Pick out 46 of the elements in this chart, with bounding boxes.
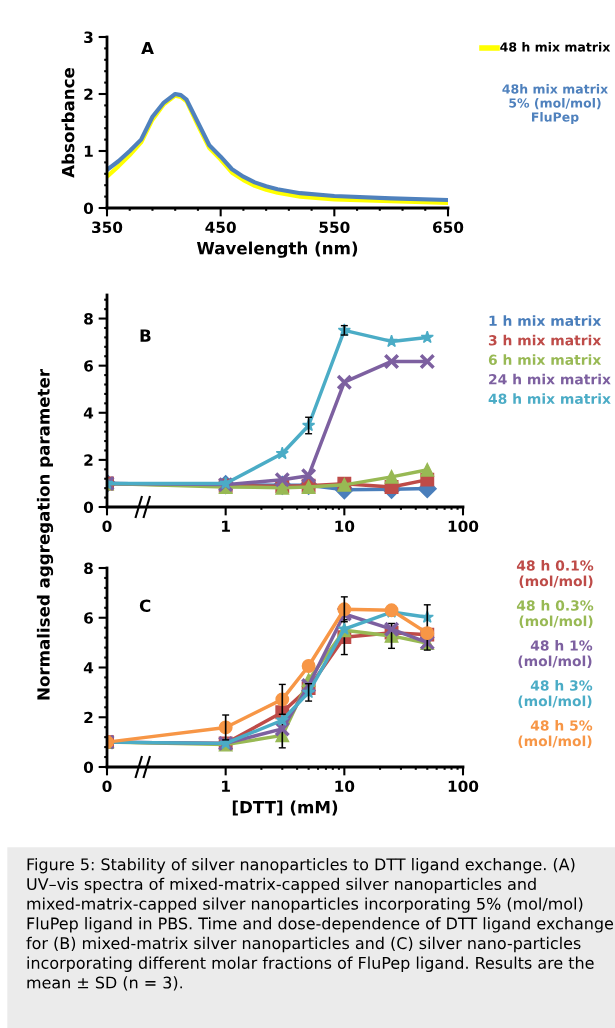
y-axis-title: Absorbance xyxy=(61,67,75,178)
text: 1 h mix matrix xyxy=(489,315,602,327)
text: 48 h 5% (mol/mol) xyxy=(518,720,593,748)
y-axis-title: Normalised aggregation parameter xyxy=(36,369,54,700)
y-tick-label: 6 xyxy=(84,612,93,624)
x-tick-label: 10 xyxy=(335,520,355,533)
x-tick-label: 100 xyxy=(448,780,479,793)
x-tick-label: 450 xyxy=(205,221,236,234)
x-tick-label: 0 xyxy=(102,520,112,533)
text: 3 h mix matrix xyxy=(488,334,602,346)
text: 48 h 1% (mol/mol) xyxy=(518,640,593,668)
x-tick-label: 10 xyxy=(335,780,355,793)
y-tick-label: 4 xyxy=(83,407,94,419)
caption: Figure 5: Stability of silver nanoparticles to DTT ligand exchange. (A) UV–vis spectra of mixed-matrix-capped silver nanoparticles and mixed-matrix-capped silver nanoparticles incorporating 5% (mol/mol) FluPep ligand in PBS. Time and dose-dependence of DTT ligand exchange for (B) mixed-matrix silver nanoparticles and (C) silver nano-particles incorporating different molar fractions of FluPep ligand. Results are the mean ± SD (n = 3). xyxy=(26,858,614,991)
text: 48h mix matrix 5% (mol/mol) FluPep xyxy=(502,84,608,125)
x-tick-label: 550 xyxy=(319,221,350,234)
x-tick-label: 650 xyxy=(433,221,464,234)
x-tick-label: 350 xyxy=(92,221,123,234)
x-tick-label: 0 xyxy=(102,780,112,793)
y-tick-label: 3 xyxy=(84,31,93,44)
y-tick-label: 1 xyxy=(84,145,93,157)
text: 48 h 0.1% (mol/mol) xyxy=(516,560,594,588)
x-tick-label: 1 xyxy=(222,520,230,532)
x-axis-title: Wavelength (nm) xyxy=(196,241,358,258)
legend-label: 48 h mix matrix xyxy=(500,42,611,52)
y-tick-label: 4 xyxy=(83,662,94,674)
text: C xyxy=(139,599,151,613)
x-axis-title: [DTT] (mM) xyxy=(232,800,338,816)
x-tick-label: 1 xyxy=(222,780,230,792)
y-tick-label: 0 xyxy=(83,501,94,514)
chart-title: A xyxy=(141,41,154,55)
y-tick-label: 2 xyxy=(84,454,93,466)
text: 6 h mix matrix xyxy=(488,354,602,366)
y-tick-label: 8 xyxy=(84,313,93,325)
text: 24 h mix matrix xyxy=(489,373,611,385)
y-tick-label: 0 xyxy=(83,761,94,774)
y-tick-label: 8 xyxy=(84,562,93,575)
text: 48 h 0.3% (mol/mol) xyxy=(516,600,594,628)
y-tick-label: 6 xyxy=(84,360,93,372)
y-tick-label: 2 xyxy=(84,88,93,100)
y-tick-label: 2 xyxy=(84,711,93,724)
text: 48 h mix matrix xyxy=(488,393,611,405)
text: 48 h 3% (mol/mol) xyxy=(518,680,593,708)
x-tick-label: 100 xyxy=(448,520,479,533)
text: B xyxy=(140,329,151,342)
y-tick-label: 0 xyxy=(83,202,94,215)
